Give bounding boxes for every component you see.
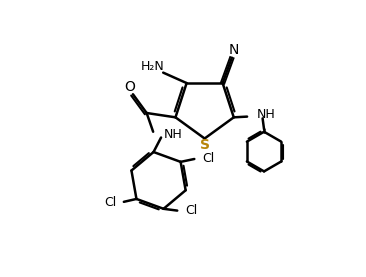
Text: S: S [200,138,210,152]
Text: NH: NH [257,108,276,121]
Text: Cl: Cl [185,204,197,217]
Text: Cl: Cl [104,196,117,209]
Text: Cl: Cl [202,152,214,165]
Text: NH: NH [164,128,183,141]
Text: H₂N: H₂N [141,60,165,73]
Text: N: N [228,43,239,57]
Text: O: O [125,80,135,94]
